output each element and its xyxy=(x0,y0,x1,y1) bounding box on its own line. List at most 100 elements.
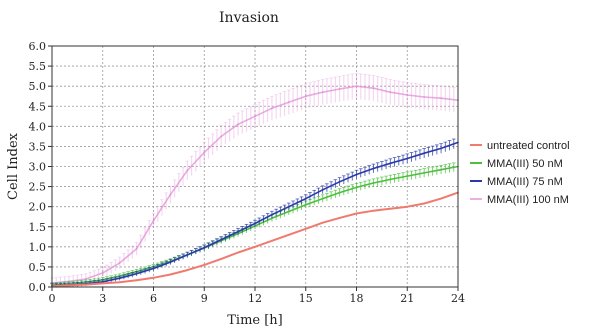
data-point xyxy=(118,281,121,284)
data-point xyxy=(287,210,290,213)
data-point xyxy=(372,167,375,170)
x-tick-label: 6 xyxy=(150,292,157,305)
y-tick-label: 3.5 xyxy=(29,140,47,153)
data-point xyxy=(389,178,392,181)
data-point xyxy=(135,247,138,250)
x-tick-label: 12 xyxy=(248,292,262,305)
data-point xyxy=(389,91,392,94)
data-point xyxy=(186,253,189,256)
data-point xyxy=(237,251,239,254)
data-point xyxy=(152,267,155,270)
x-tick-label: 21 xyxy=(400,292,414,305)
data-point xyxy=(389,207,392,210)
y-tick-label: 0.0 xyxy=(29,281,47,294)
x-tick-label: 24 xyxy=(451,292,465,305)
data-point xyxy=(84,283,87,286)
chart-title: Invasion xyxy=(219,10,279,26)
x-tick-label: 18 xyxy=(350,292,364,305)
data-point xyxy=(355,186,358,189)
data-point xyxy=(423,96,426,98)
data-point xyxy=(101,280,104,283)
data-point xyxy=(237,123,239,126)
data-point xyxy=(406,205,409,208)
data-point xyxy=(338,191,341,194)
y-tick-label: 2.0 xyxy=(29,201,47,214)
legend-label: untreated control xyxy=(487,140,570,152)
legend-label: MMA(III) 100 nM xyxy=(487,194,569,206)
data-point xyxy=(355,173,358,176)
data-point xyxy=(220,257,223,260)
y-axis-label: Cell Index xyxy=(6,132,21,200)
data-point xyxy=(338,180,341,183)
data-point xyxy=(203,264,206,266)
y-tick-label: 2.5 xyxy=(29,181,47,194)
data-point xyxy=(169,193,172,196)
y-tick-label: 5.5 xyxy=(29,60,47,73)
data-point xyxy=(169,273,172,276)
data-point xyxy=(84,278,87,280)
data-point xyxy=(355,85,358,88)
data-point xyxy=(254,115,256,118)
data-point xyxy=(423,152,426,155)
data-point xyxy=(135,272,138,275)
x-tick-label: 9 xyxy=(201,292,208,305)
data-point xyxy=(118,277,121,280)
legend: untreated control MMA(III) 50 nM MMA(III) … xyxy=(470,140,570,206)
legend-label: MMA(III) 75 nM xyxy=(487,176,563,188)
x-tick-label: 15 xyxy=(299,292,313,305)
data-point xyxy=(372,182,375,184)
data-point xyxy=(101,272,104,274)
data-point xyxy=(237,230,239,233)
data-point xyxy=(372,87,375,90)
data-point xyxy=(406,94,409,96)
x-tick-label: 3 xyxy=(99,292,106,305)
data-point xyxy=(152,219,155,222)
data-point xyxy=(389,162,392,165)
data-point xyxy=(423,202,426,205)
data-point xyxy=(338,88,341,90)
y-tick-label: 1.0 xyxy=(29,241,47,254)
data-point xyxy=(152,276,155,279)
data-point xyxy=(287,101,290,104)
tick-labels: 0 3 6 9 12 15 18 21 24 0.0 0.5 1.0 1.5 2.0 2.5 3.0 3.5 4.… xyxy=(29,40,466,305)
data-point xyxy=(203,151,206,154)
data-point xyxy=(220,238,223,241)
data-point xyxy=(321,221,324,224)
data-point xyxy=(372,209,375,212)
data-point xyxy=(118,262,121,264)
legend-label: MMA(III) 50 nM xyxy=(487,158,563,170)
data-point xyxy=(101,282,104,285)
y-tick-label: 3.0 xyxy=(29,161,47,174)
series-3 xyxy=(50,72,459,288)
data-point xyxy=(287,205,290,208)
data-point xyxy=(440,197,442,200)
data-point xyxy=(304,197,307,200)
data-point xyxy=(203,246,206,249)
data-point xyxy=(406,175,409,178)
y-tick-label: 1.5 xyxy=(29,221,47,234)
data-point xyxy=(271,213,273,216)
data-point xyxy=(321,91,324,94)
data-point xyxy=(355,212,358,215)
data-point xyxy=(254,245,256,248)
series-group xyxy=(50,72,459,288)
data-point xyxy=(321,188,324,191)
data-point xyxy=(287,233,290,236)
y-tick-label: 6.0 xyxy=(29,40,47,53)
data-point xyxy=(220,135,223,138)
data-point xyxy=(68,284,70,287)
grid xyxy=(52,46,458,287)
data-point xyxy=(321,197,324,200)
data-point xyxy=(440,168,442,171)
data-point xyxy=(304,203,307,206)
data-point xyxy=(406,157,409,160)
data-point xyxy=(304,95,307,98)
data-point xyxy=(304,227,307,230)
y-tick-label: 5.0 xyxy=(29,80,47,93)
x-tick-label: 0 xyxy=(49,292,56,305)
series-2 xyxy=(50,138,459,288)
y-tick-label: 0.5 xyxy=(29,261,47,274)
axes xyxy=(48,45,459,291)
